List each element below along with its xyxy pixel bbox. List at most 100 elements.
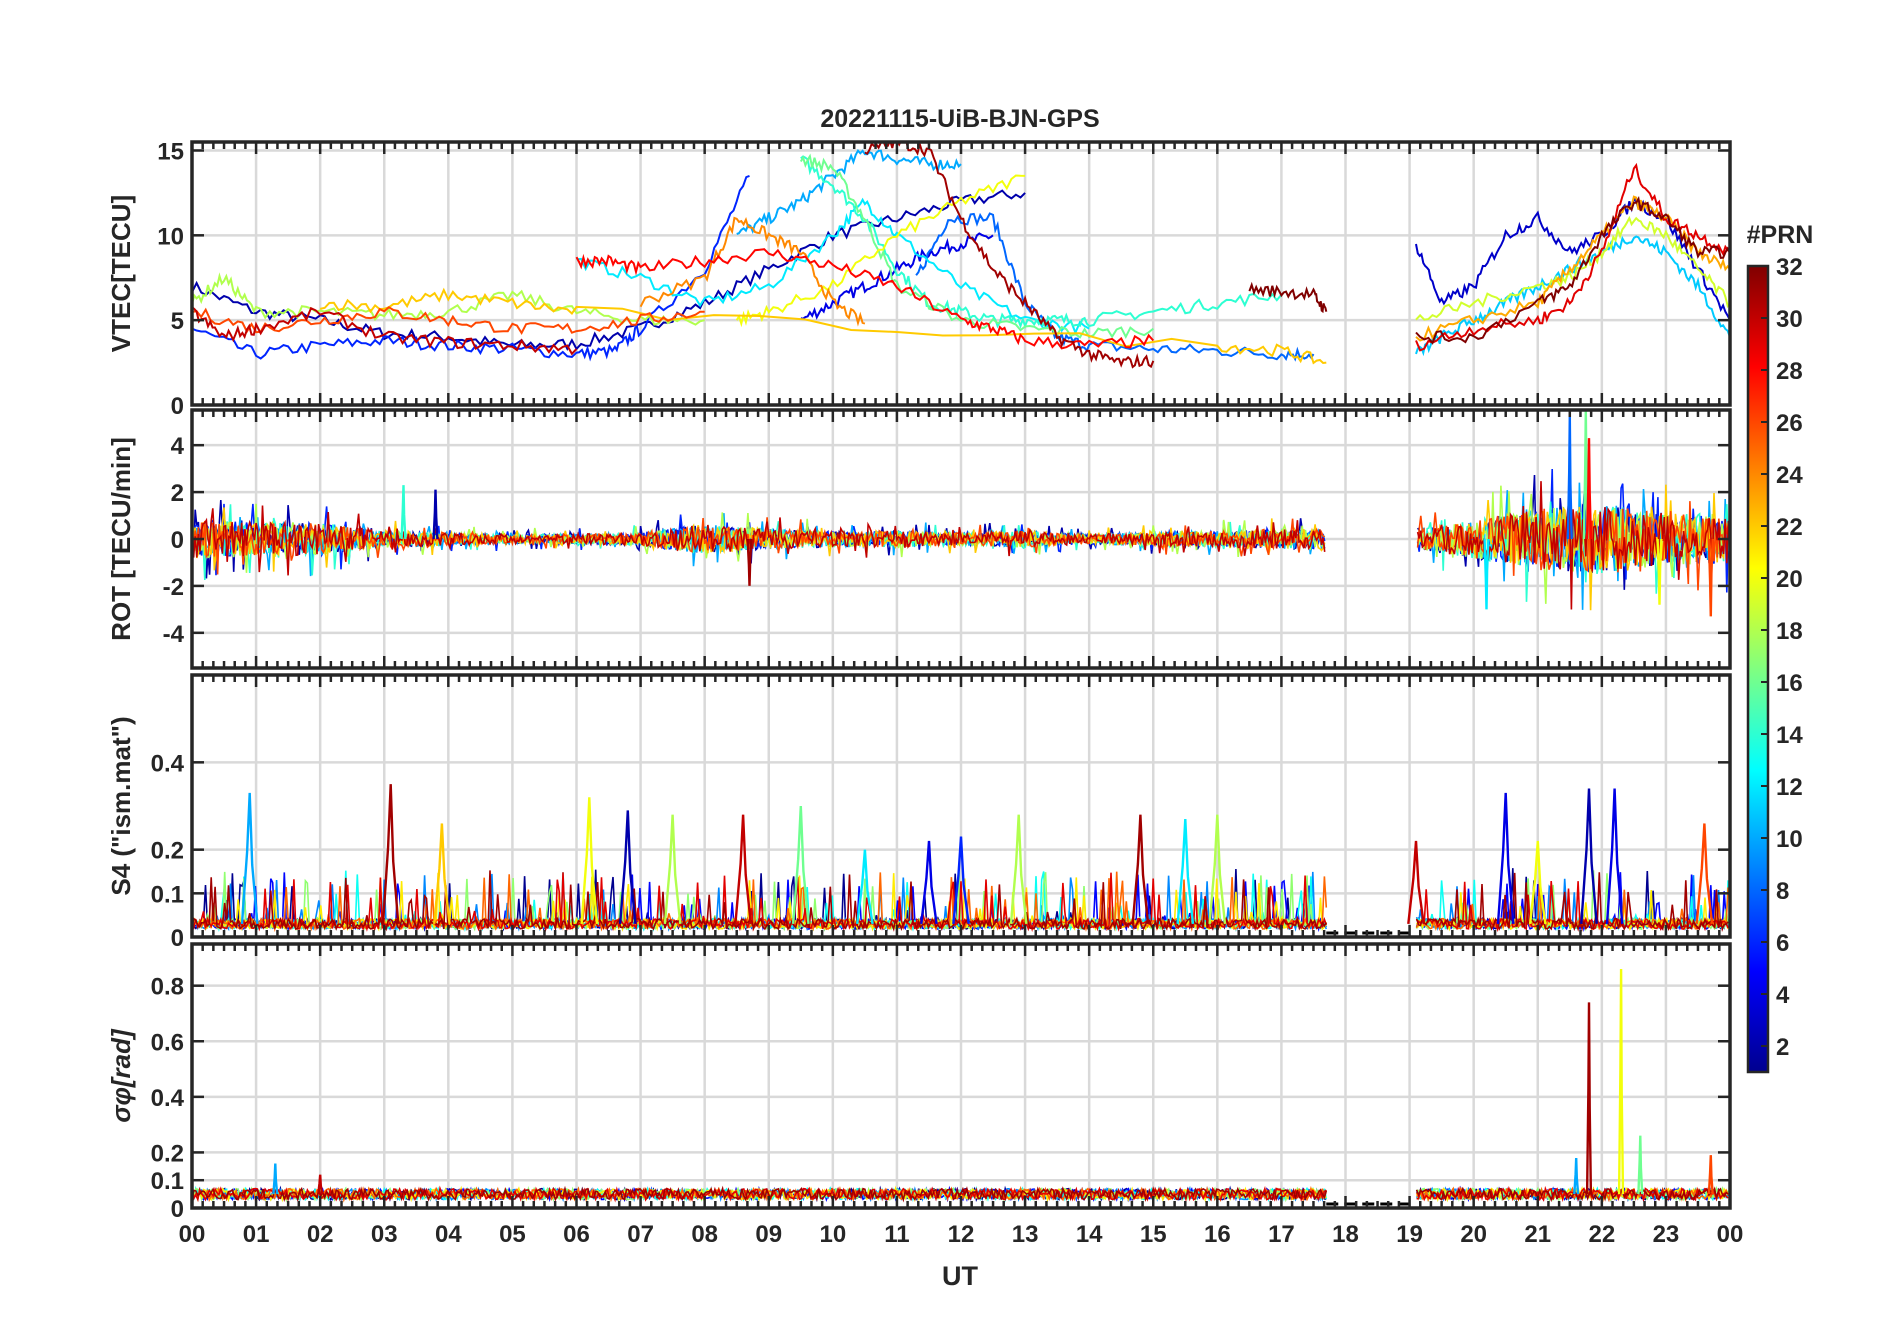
y-axis-label-vtec: VTEC[TECU] (106, 195, 136, 352)
panel-s4: 0 0.1 0.2 0.4 S4 ("ism.mat") (106, 673, 1732, 952)
sigma_phi-trace-prn-31 (192, 1185, 1328, 1203)
s4-spike-prn-31 (1131, 814, 1150, 925)
x-ticks-sigma_phi (190, 944, 1732, 1210)
panel-sigma_phi: 00.10.2 0.4 0.6 0.8 σφ[rad] (106, 942, 1732, 1223)
x-tick-label: 23 (1653, 1221, 1680, 1248)
s4-spike-prn-4 (920, 840, 938, 925)
x-tick-label: 11 (884, 1221, 909, 1248)
x-tick-label: 00 (179, 1221, 206, 1248)
panel-vtec: 0 5 10 15 VTEC[TECU] (106, 138, 1732, 420)
colorbar-tick-label: 6 (1776, 930, 1789, 957)
colorbar-label: #PRN (1747, 221, 1814, 249)
rot-trace-prn-26 (192, 517, 1326, 575)
s4-spike-prn-12 (1176, 819, 1195, 925)
vtec-line-prn-29 (1415, 162, 1730, 352)
s4-trace-prn-31 (1415, 872, 1729, 932)
colorbar-tick-label: 12 (1776, 774, 1803, 801)
s4-spike-prn-4 (1496, 792, 1515, 925)
s4-spike-prn-2 (1580, 788, 1598, 925)
y-tick-label: 2 (171, 480, 184, 507)
s4-spike-prn-2 (618, 810, 637, 925)
rot-spike-prn-14 (400, 485, 407, 540)
s4-spike-prn-4 (1605, 788, 1624, 925)
x-tick-label: 19 (1396, 1221, 1423, 1248)
figure-title: 20221115-UiB-BJN-GPS (820, 105, 1099, 133)
rot-trace-prn-26 (1416, 501, 1730, 591)
vtec-line-prn-30 (192, 306, 578, 356)
x-tick-label: 12 (948, 1221, 975, 1248)
s4-spike-prn-22 (433, 823, 451, 925)
s4-spike-prn-18 (663, 814, 682, 925)
sigma_phi-spike-prn-30 (317, 1174, 324, 1195)
s4-spike-prn-31 (381, 784, 400, 924)
rot-spike-prn-28 (1585, 438, 1593, 540)
y-tick-label: 0 (171, 393, 184, 420)
s4-spike-prn-20 (1528, 840, 1547, 925)
x-tick-label: 08 (691, 1221, 718, 1248)
vtec-line-prn-2 (192, 189, 1026, 351)
vtec-line-prn-26 (192, 305, 705, 336)
y-tick-label: 4 (171, 433, 185, 460)
y-tick-label: 0.1 (151, 1168, 184, 1195)
colorbar-gradient (1746, 264, 1770, 1074)
s4-spike-prn-18 (1208, 814, 1227, 925)
x-tick-label: 20 (1460, 1221, 1487, 1248)
y-tick-label: 15 (157, 138, 184, 165)
sigma_phi-trace-prn-25 (192, 1185, 1328, 1203)
y-tick-label: 0 (171, 527, 184, 554)
colorbar-tick-label: 18 (1776, 618, 1803, 645)
rot-spike-prn-26 (1707, 538, 1714, 617)
colorbar-tick-label: 22 (1776, 514, 1803, 541)
rot-trace-prn-30 (192, 505, 1326, 576)
y-tick-label: 0.4 (151, 750, 185, 777)
colorbar-tick-label: 14 (1776, 722, 1803, 749)
vtec-line-prn-16 (799, 153, 1154, 340)
s4-spike-prn-16 (791, 805, 810, 925)
sigma_phi-spike-prn-26 (1707, 1155, 1714, 1195)
x-tick-label: 09 (755, 1221, 782, 1248)
vtec-line-prn-32 (1415, 195, 1730, 345)
x-tick-label: 01 (243, 1221, 270, 1248)
sigma_phi-trace-prn-31 (1415, 1186, 1729, 1203)
sigma_phi-spike-prn-10 (272, 1163, 279, 1195)
x-tick-label: 05 (499, 1221, 526, 1248)
colorbar-tick-label: 16 (1776, 670, 1803, 697)
rot-spike-prn-12 (1483, 538, 1490, 610)
s4-spike-prn-26 (1695, 823, 1714, 925)
x-tick-label: 15 (1140, 1221, 1167, 1248)
s4-spike-prn-30 (734, 814, 752, 925)
s4-spike-prn-20 (580, 797, 599, 925)
colorbar-tick-label: 4 (1776, 982, 1790, 1009)
data-sigma_phi (192, 968, 1729, 1203)
data-vtec (192, 142, 1730, 369)
s4-spike-prn-10 (240, 792, 259, 925)
y-tick-label: 0.2 (151, 1140, 184, 1167)
x-tick-label: 03 (371, 1221, 398, 1248)
s4-spike-prn-18 (1009, 814, 1028, 925)
vtec-line-prn-12 (576, 197, 1090, 336)
x-tick-label: 18 (1332, 1221, 1359, 1248)
y-tick-label: 5 (171, 308, 184, 335)
rot-spike-prn-2 (432, 489, 439, 540)
y-tick-label: 0.8 (151, 974, 184, 1001)
sigma_phi-trace-prn-29 (1416, 1185, 1729, 1203)
vtec-line-prn-31 (864, 142, 1155, 369)
colorbar-tick-label: 26 (1776, 410, 1803, 437)
x-tick-label: 00 (1717, 1221, 1744, 1248)
x-tick-labels: 00 01 02 03 04 05 06 07 08 09 10 11 12 13 14 15 16 17 18 19… (179, 1221, 1744, 1248)
colorbar-tick-label: 2 (1776, 1034, 1789, 1061)
x-ticks-s4 (190, 675, 1732, 939)
y-tick-label: -4 (163, 621, 185, 648)
y-tick-label: 0.1 (151, 881, 184, 908)
vtec-line-prn-6 (192, 174, 750, 362)
x-tick-label: 13 (1012, 1221, 1039, 1248)
y-tick-label: 0.2 (151, 838, 184, 865)
vtec-line-prn-24 (639, 216, 866, 327)
x-ticks-rot (190, 410, 1732, 668)
vtec-line-prn-19 (1415, 215, 1730, 321)
colorbar-tick-label: 10 (1776, 826, 1803, 853)
y-tick-label: 0.6 (151, 1029, 184, 1056)
colorbar-tick-label: 24 (1776, 462, 1803, 489)
y-axis-label-sigma_phi: σφ[rad] (106, 1028, 136, 1123)
